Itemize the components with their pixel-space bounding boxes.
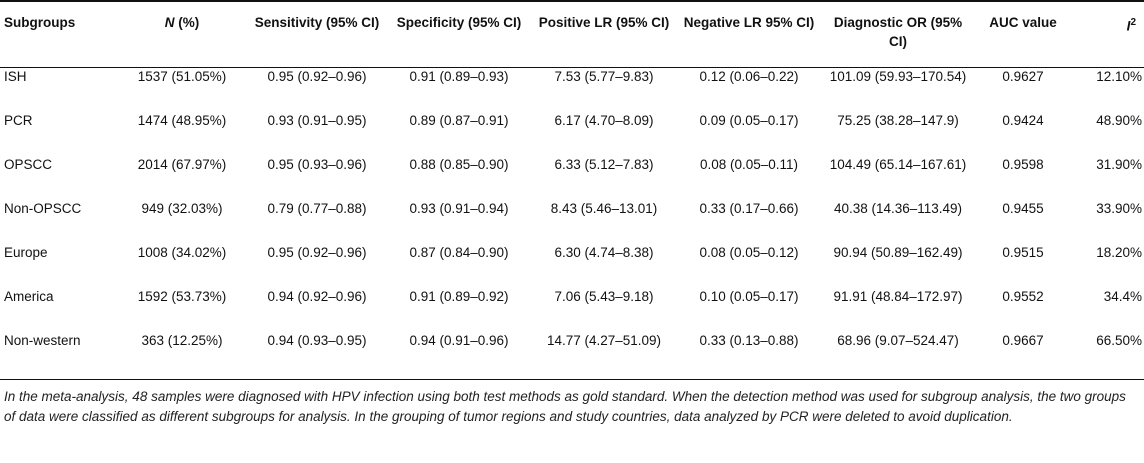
cell-positive-lr: 8.43 (5.46–13.01) [550, 201, 658, 216]
cell-n-percent: 2014 (67.97%) [137, 157, 227, 172]
cell-sensitivity: 0.95 (0.92–0.96) [267, 69, 367, 84]
header-sensitivity: Sensitivity (95% CI) [254, 15, 380, 30]
cell-specificity: 0.88 (0.85–0.90) [409, 157, 509, 172]
cell-subgroup: America [4, 289, 54, 304]
cell-positive-lr: 6.30 (4.74–8.38) [554, 245, 654, 260]
cell-subgroup: Non-OPSCC [4, 201, 82, 216]
header-n-percent: N (%) [164, 15, 200, 30]
cell-sensitivity: 0.95 (0.93–0.96) [267, 157, 367, 172]
table-row: Europe 1008 (34.02%) 0.95 (0.92–0.96) 0.87 … [0, 232, 1144, 276]
cell-positive-lr: 6.17 (4.70–8.09) [554, 113, 654, 128]
cell-auc: 0.9455 [1002, 201, 1044, 216]
table-footnote: In the meta-analysis, 48 samples were di… [4, 389, 1126, 424]
cell-i-squared: 12.10% [1096, 69, 1142, 84]
cell-diagnostic-or: 90.94 (50.89–162.49) [833, 245, 963, 260]
cell-diagnostic-or: 104.49 (65.14–167.61) [829, 157, 967, 172]
header-diagnostic-or: Diagnostic OR (95% CI) [833, 15, 963, 49]
cell-sensitivity: 0.79 (0.77–0.88) [267, 201, 367, 216]
cell-specificity: 0.93 (0.91–0.94) [409, 201, 509, 216]
cell-auc: 0.9552 [1002, 289, 1044, 304]
table-row: America 1592 (53.73%) 0.94 (0.92–0.96) 0.91… [0, 276, 1144, 320]
header-positive-lr: Positive LR (95% CI) [538, 15, 670, 30]
table-row: PCR 1474 (48.95%) 0.93 (0.91–0.95) 0.89 (0.… [0, 100, 1144, 144]
cell-sensitivity: 0.94 (0.92–0.96) [267, 289, 367, 304]
cell-specificity: 0.94 (0.91–0.96) [409, 333, 509, 348]
cell-n-percent: 1592 (53.73%) [137, 289, 227, 304]
cell-n-percent: 1474 (48.95%) [137, 113, 227, 128]
cell-diagnostic-or: 68.96 (9.07–524.47) [837, 333, 959, 348]
cell-specificity: 0.91 (0.89–0.93) [409, 69, 509, 84]
table-row: Non-western 363 (12.25%) 0.94 (0.93–0.95) 0… [0, 320, 1144, 364]
cell-auc: 0.9515 [1002, 245, 1044, 260]
cell-subgroup: PCR [4, 113, 33, 128]
cell-subgroup: ISH [4, 69, 27, 84]
cell-subgroup: Europe [4, 245, 48, 260]
cell-diagnostic-or: 101.09 (59.93–170.54) [829, 69, 967, 84]
cell-negative-lr: 0.08 (0.05–0.11) [699, 157, 799, 172]
header-row: Subgroups N (%) Sensitivity (95% CI) Spe… [0, 2, 1144, 56]
cell-i-squared: 34.4% [1103, 289, 1142, 304]
cell-sensitivity: 0.94 (0.93–0.95) [267, 333, 367, 348]
cell-specificity: 0.87 (0.84–0.90) [409, 245, 509, 260]
cell-specificity: 0.89 (0.87–0.91) [409, 113, 509, 128]
table-row: OPSCC 2014 (67.97%) 0.95 (0.93–0.96) 0.88 (… [0, 144, 1144, 188]
header-i-squared: I2 [1126, 17, 1136, 34]
cell-i-squared: 66.50% [1096, 333, 1142, 348]
cell-positive-lr: 7.06 (5.43–9.18) [554, 289, 654, 304]
header-rule [0, 67, 1144, 68]
cell-n-percent: 1537 (51.05%) [137, 69, 227, 84]
cell-diagnostic-or: 91.91 (48.84–172.97) [833, 289, 963, 304]
bottom-rule [0, 379, 1144, 380]
cell-negative-lr: 0.09 (0.05–0.17) [699, 113, 799, 128]
cell-sensitivity: 0.93 (0.91–0.95) [267, 113, 367, 128]
header-subgroups: Subgroups [4, 15, 76, 30]
cell-i-squared: 33.90% [1096, 201, 1142, 216]
cell-auc: 0.9598 [1002, 157, 1044, 172]
subgroup-analysis-table: Subgroups N (%) Sensitivity (95% CI) Spe… [0, 2, 1144, 364]
cell-negative-lr: 0.10 (0.05–0.17) [699, 289, 799, 304]
top-rule [0, 0, 1144, 2]
cell-negative-lr: 0.12 (0.06–0.22) [699, 69, 799, 84]
cell-i-squared: 48.90% [1096, 113, 1142, 128]
cell-positive-lr: 6.33 (5.12–7.83) [554, 157, 654, 172]
cell-sensitivity: 0.95 (0.92–0.96) [267, 245, 367, 260]
cell-subgroup: OPSCC [4, 157, 53, 172]
header-auc: AUC value [989, 15, 1057, 30]
cell-diagnostic-or: 40.38 (14.36–113.49) [833, 201, 963, 216]
cell-n-percent: 949 (32.03%) [141, 201, 223, 216]
cell-i-squared: 18.20% [1096, 245, 1142, 260]
cell-diagnostic-or: 75.25 (38.28–147.9) [837, 113, 959, 128]
cell-subgroup: Non-western [4, 333, 81, 348]
cell-i-squared: 31.90% [1096, 157, 1142, 172]
cell-positive-lr: 7.53 (5.77–9.83) [554, 69, 654, 84]
cell-negative-lr: 0.33 (0.13–0.88) [699, 333, 799, 348]
cell-positive-lr: 14.77 (4.27–51.09) [546, 333, 662, 348]
table-row: Non-OPSCC 949 (32.03%) 0.79 (0.77–0.88) 0.9… [0, 188, 1144, 232]
table-row: ISH 1537 (51.05%) 0.95 (0.92–0.96) 0.91 (0.… [0, 56, 1144, 100]
cell-auc: 0.9627 [1002, 69, 1044, 84]
cell-auc: 0.9424 [1002, 113, 1044, 128]
header-negative-lr: Negative LR 95% CI) [683, 15, 815, 30]
cell-specificity: 0.91 (0.89–0.92) [409, 289, 509, 304]
cell-negative-lr: 0.33 (0.17–0.66) [699, 201, 799, 216]
cell-negative-lr: 0.08 (0.05–0.12) [699, 245, 799, 260]
cell-n-percent: 1008 (34.02%) [137, 245, 227, 260]
header-specificity: Specificity (95% CI) [396, 15, 522, 30]
cell-auc: 0.9667 [1002, 333, 1044, 348]
cell-n-percent: 363 (12.25%) [141, 333, 223, 348]
